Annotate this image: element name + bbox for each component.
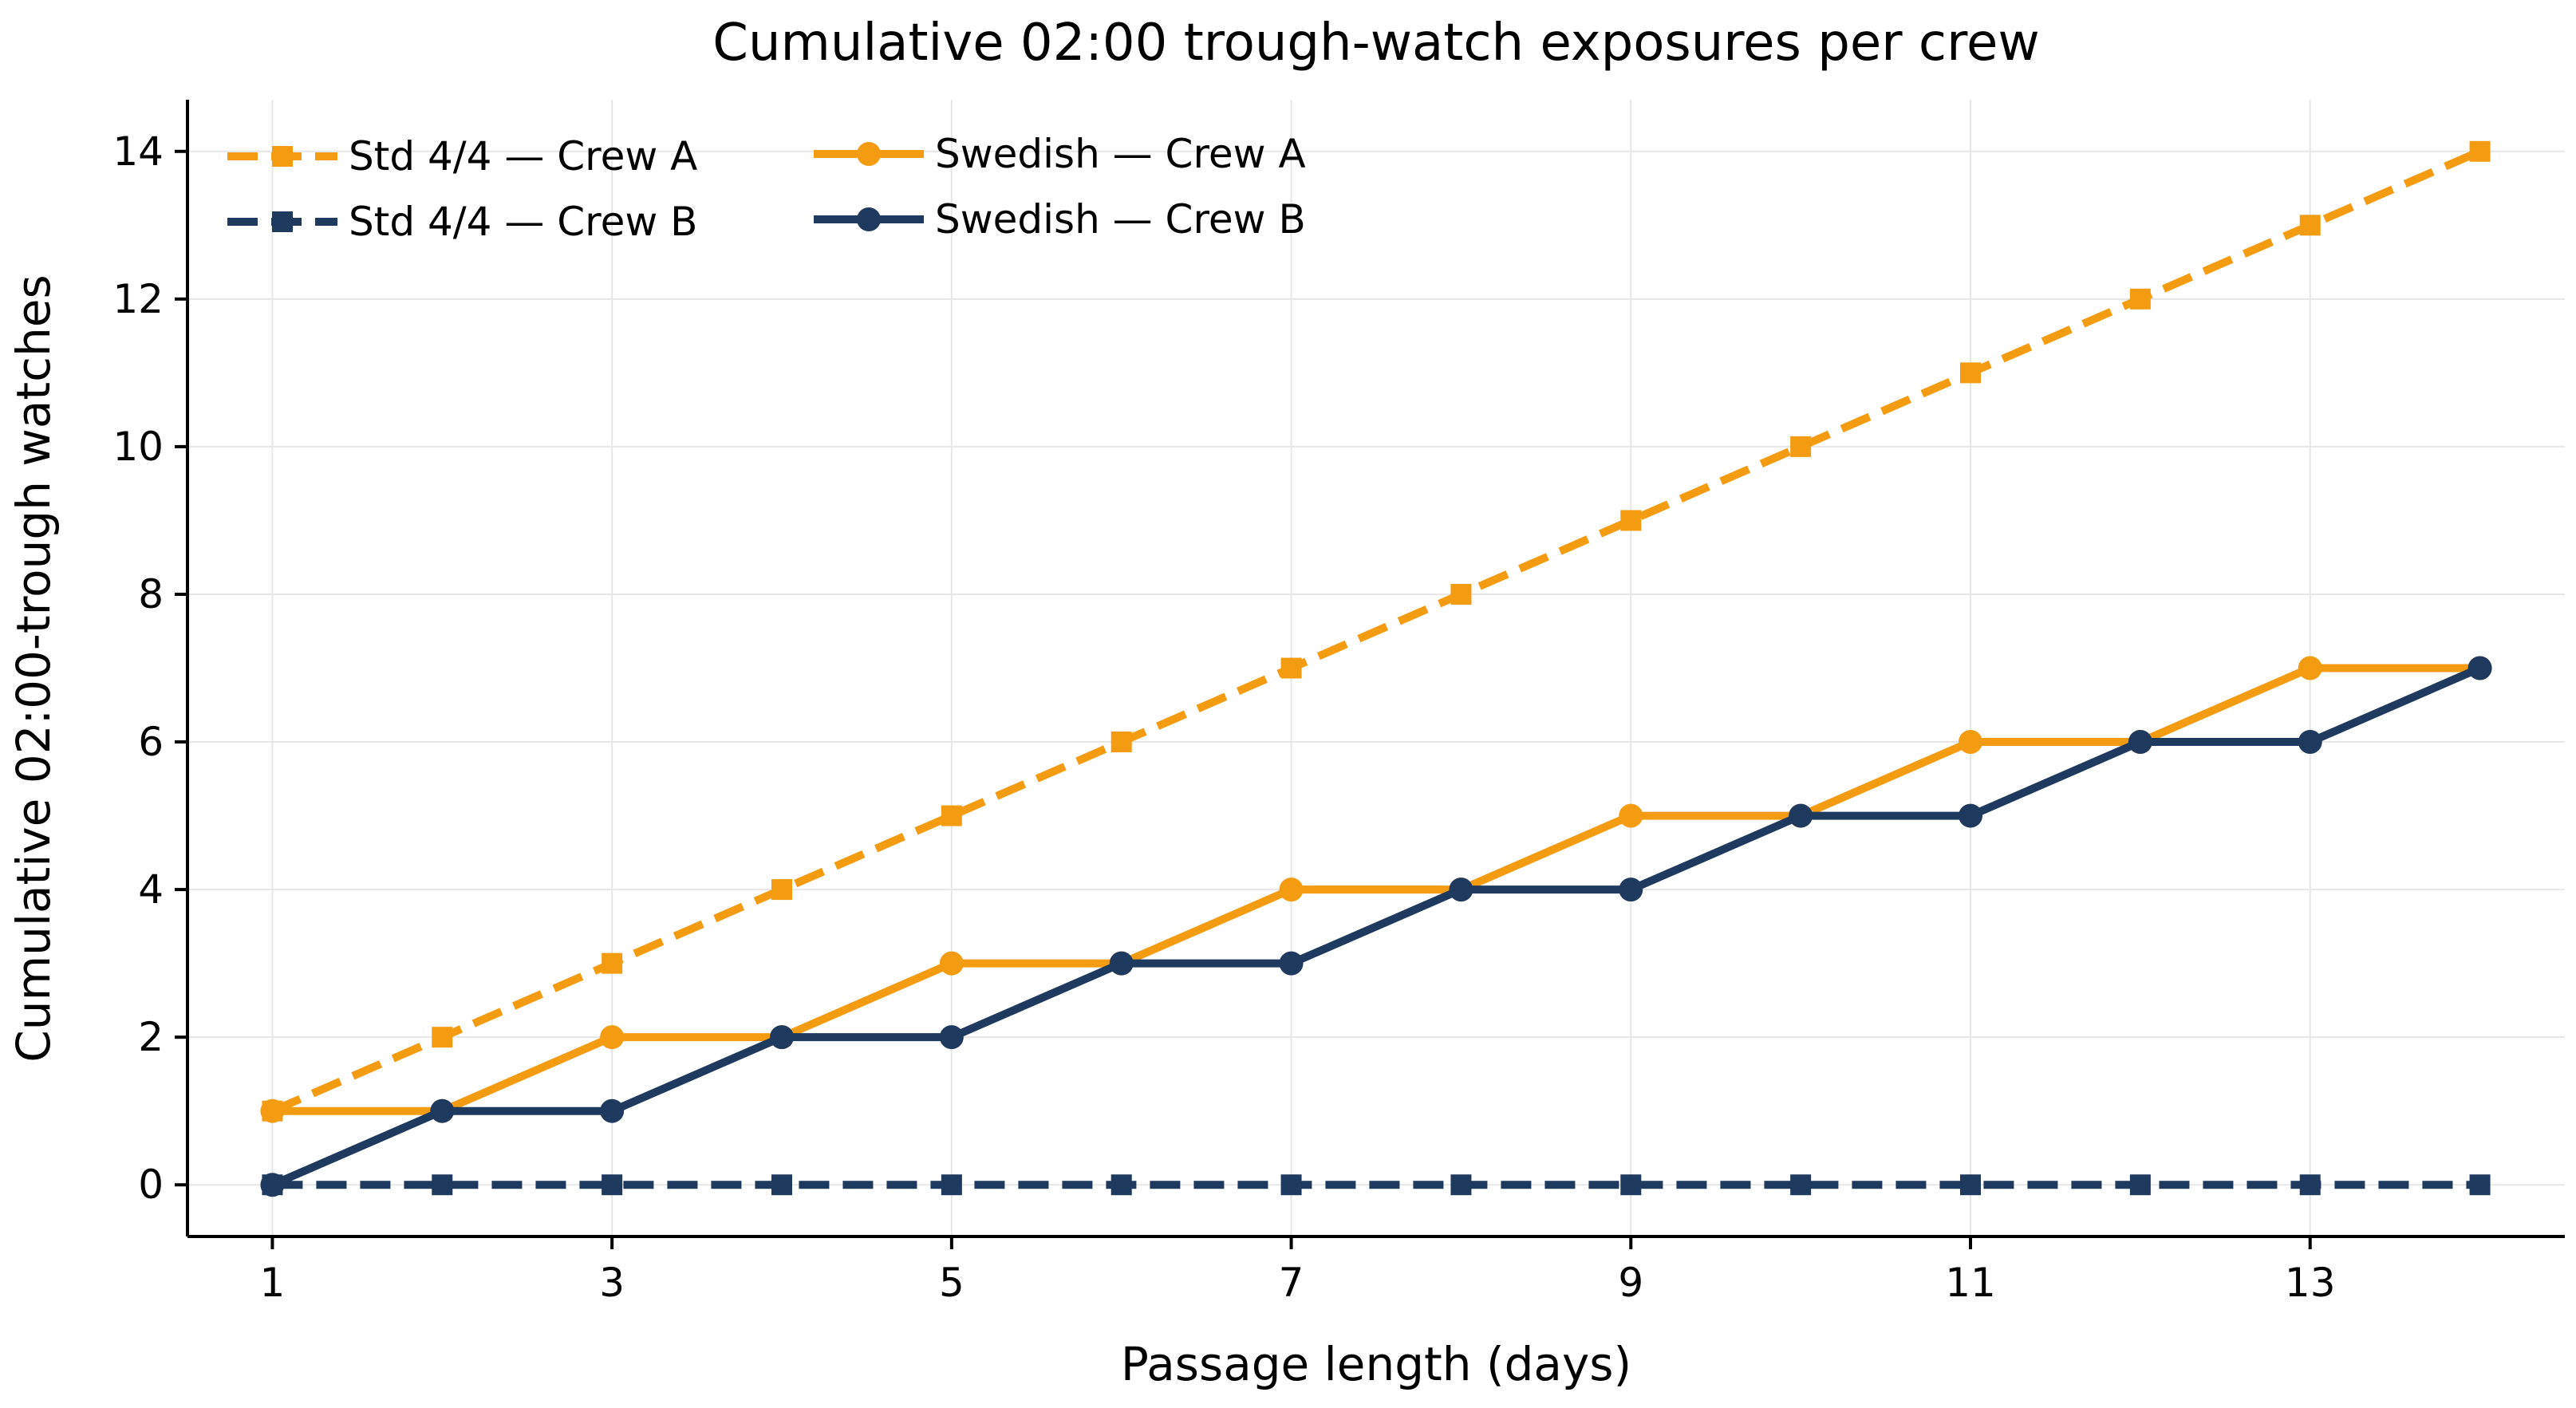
legend-label: Std 4/4 — Crew B [349,199,697,245]
series-line [272,664,2480,1115]
x-tick-label: 3 [599,1260,625,1306]
y-tick-label: 8 [138,571,164,617]
legend: Std 4/4 — Crew A Std 4/4 — Crew B Swedish … [227,131,1306,245]
data-point [430,1098,455,1123]
data-point [2129,288,2151,310]
data-point [1450,583,1472,605]
data-point [2469,1174,2491,1196]
x-tick-label: 13 [2285,1260,2336,1306]
series-lines [260,140,2492,1197]
data-point [260,1098,285,1123]
series-line [270,664,2482,1189]
data-point [1959,803,1982,828]
data-point [2298,730,2322,755]
data-point [602,952,623,974]
data-point [941,1174,962,1196]
data-point [1449,878,1473,902]
data-point [1619,803,1643,828]
data-point [2299,215,2321,236]
data-point [600,1098,625,1123]
y-tick-label: 10 [112,424,164,470]
data-point [1110,732,1132,753]
y-tick-label: 14 [112,128,164,175]
legend-swatch-marker [272,211,293,232]
legend-item: Swedish — Crew B [814,196,1306,243]
data-point [770,1025,794,1050]
chart-title: Cumulative 02:00 trough-watch exposures … [712,14,2039,73]
data-point [600,1025,625,1050]
series-1 [262,140,2491,1122]
data-point [1960,362,1981,384]
legend-swatch-marker [272,146,293,167]
legend-label: Std 4/4 — Crew A [349,133,697,179]
y-tick-label: 2 [138,1014,164,1060]
x-tick-label: 11 [1945,1260,1996,1306]
data-point [2128,730,2152,755]
data-point [939,951,964,976]
data-point [1789,803,1813,828]
legend-item: Std 4/4 — Crew B [227,199,697,245]
y-tick-label: 6 [138,719,164,765]
data-point [1790,1174,1812,1196]
x-tick-label: 9 [1618,1260,1643,1306]
data-point [1280,1174,1302,1196]
data-point [1790,436,1812,457]
legend-label: Swedish — Crew B [935,196,1306,243]
data-point [1620,1174,1642,1196]
data-point [1959,730,1982,755]
x-axis-label: Passage length (days) [1121,1337,1631,1391]
data-point [2468,656,2492,680]
x-tick-label: 1 [260,1260,286,1306]
data-point [2469,140,2491,162]
data-point [2298,656,2322,680]
data-point [2129,1174,2151,1196]
grid-lines [187,100,2565,1236]
data-point [1279,878,1304,902]
data-point [260,1173,285,1197]
data-point [1279,951,1304,976]
data-point [1110,1174,1132,1196]
data-point [1960,1174,1981,1196]
y-axis-label: Cumulative 02:00-trough watches [6,274,61,1062]
series-line [270,148,2482,1115]
legend-item: Swedish — Crew A [814,131,1306,177]
data-point [939,1025,964,1050]
data-point [1450,1174,1472,1196]
data-point [1620,510,1642,531]
data-point [771,879,792,901]
axes [186,100,2565,1238]
data-point [432,1027,453,1048]
y-tick-label: 0 [138,1162,164,1208]
series-4 [260,656,2492,1197]
legend-label: Swedish — Crew A [935,131,1306,177]
y-tick-label: 12 [112,276,164,322]
legend-item: Std 4/4 — Crew A [227,133,697,179]
data-point [771,1174,792,1196]
data-point [432,1174,453,1196]
y-tick-label: 4 [138,866,164,913]
data-point [1109,951,1134,976]
data-point [602,1174,623,1196]
data-point [1619,878,1643,902]
data-point [1280,657,1302,679]
x-tick-label: 7 [1279,1260,1304,1306]
legend-swatch-marker [857,207,881,231]
x-tick-label: 5 [939,1260,965,1306]
legend-swatch-marker [857,142,881,166]
data-point [941,805,962,826]
data-point [2299,1174,2321,1196]
